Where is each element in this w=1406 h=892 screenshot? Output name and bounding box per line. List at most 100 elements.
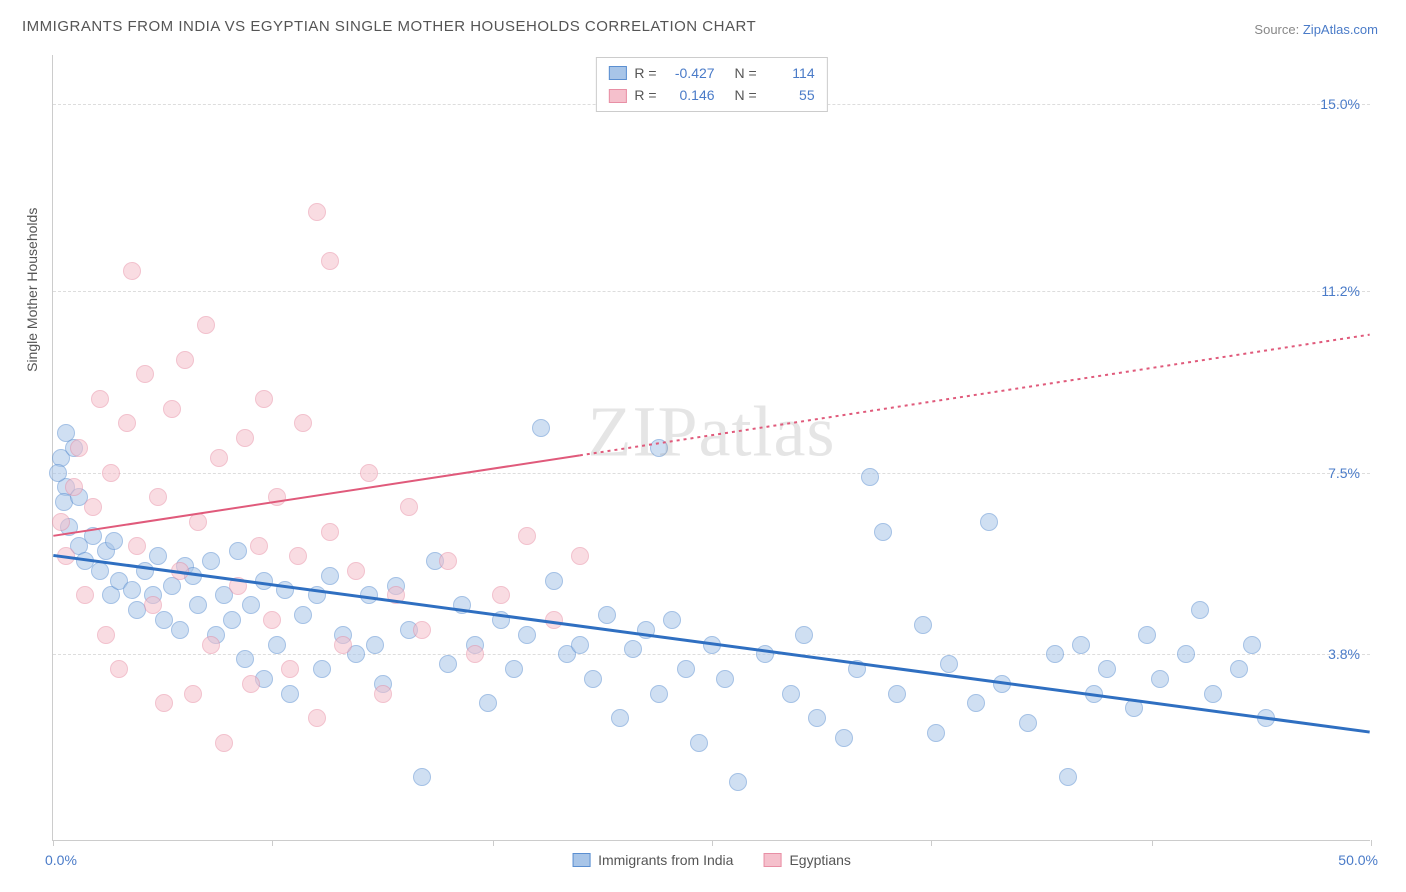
legend-item-egypt: Egyptians	[763, 852, 850, 868]
data-point	[518, 527, 536, 545]
data-point	[189, 596, 207, 614]
data-point	[268, 488, 286, 506]
data-point	[91, 390, 109, 408]
data-point	[400, 498, 418, 516]
data-point	[163, 400, 181, 418]
data-point	[91, 562, 109, 580]
r-label: R =	[634, 62, 656, 84]
data-point	[795, 626, 813, 644]
data-point	[1191, 601, 1209, 619]
data-point	[690, 734, 708, 752]
y-tick-label: 15.0%	[1320, 96, 1360, 112]
data-point	[1138, 626, 1156, 644]
data-point	[505, 660, 523, 678]
data-point	[313, 660, 331, 678]
data-point	[136, 365, 154, 383]
source-attribution: Source: ZipAtlas.com	[1254, 22, 1378, 37]
data-point	[703, 636, 721, 654]
data-point	[49, 464, 67, 482]
data-point	[281, 660, 299, 678]
data-point	[624, 640, 642, 658]
data-point	[387, 586, 405, 604]
data-point	[242, 675, 260, 693]
data-point	[289, 547, 307, 565]
y-tick-label: 7.5%	[1328, 465, 1360, 481]
data-point	[229, 542, 247, 560]
data-point	[202, 636, 220, 654]
data-point	[202, 552, 220, 570]
data-point	[993, 675, 1011, 693]
n-value-india: 114	[765, 62, 815, 84]
data-point	[545, 611, 563, 629]
data-point	[184, 685, 202, 703]
data-point	[1046, 645, 1064, 663]
x-tick	[712, 840, 713, 846]
gridline	[53, 291, 1370, 292]
legend-label-egypt: Egyptians	[789, 852, 850, 868]
source-link[interactable]: ZipAtlas.com	[1303, 22, 1378, 37]
data-point	[128, 537, 146, 555]
data-point	[756, 645, 774, 663]
swatch-india-icon	[572, 853, 590, 867]
data-point	[236, 429, 254, 447]
data-point	[308, 203, 326, 221]
data-point	[123, 262, 141, 280]
data-point	[57, 424, 75, 442]
data-point	[255, 390, 273, 408]
data-point	[716, 670, 734, 688]
r-label: R =	[634, 84, 656, 106]
data-point	[980, 513, 998, 531]
n-label: N =	[734, 62, 756, 84]
data-point	[598, 606, 616, 624]
data-point	[321, 523, 339, 541]
data-point	[360, 586, 378, 604]
data-point	[102, 464, 120, 482]
data-point	[874, 523, 892, 541]
data-point	[1019, 714, 1037, 732]
data-point	[171, 562, 189, 580]
data-point	[808, 709, 826, 727]
data-point	[677, 660, 695, 678]
data-point	[1098, 660, 1116, 678]
r-value-egypt: 0.146	[665, 84, 715, 106]
scatter-chart: ZIPatlas R = -0.427 N = 114 R = 0.146 N …	[52, 55, 1370, 841]
data-point	[861, 468, 879, 486]
data-point	[492, 611, 510, 629]
data-point	[835, 729, 853, 747]
data-point	[650, 439, 668, 457]
data-point	[268, 636, 286, 654]
data-point	[479, 694, 497, 712]
x-tick	[931, 840, 932, 846]
data-point	[321, 567, 339, 585]
watermark: ZIPatlas	[588, 390, 836, 473]
swatch-egypt	[608, 89, 626, 103]
data-point	[439, 655, 457, 673]
data-point	[518, 626, 536, 644]
data-point	[197, 316, 215, 334]
data-point	[360, 464, 378, 482]
data-point	[1204, 685, 1222, 703]
data-point	[1072, 636, 1090, 654]
data-point	[374, 685, 392, 703]
data-point	[545, 572, 563, 590]
data-point	[149, 488, 167, 506]
x-tick	[493, 840, 494, 846]
data-point	[294, 606, 312, 624]
data-point	[571, 636, 589, 654]
data-point	[136, 562, 154, 580]
data-point	[637, 621, 655, 639]
data-point	[105, 532, 123, 550]
data-point	[242, 596, 260, 614]
data-point	[229, 577, 247, 595]
data-point	[84, 498, 102, 516]
legend-series: Immigrants from India Egyptians	[572, 852, 851, 868]
data-point	[210, 449, 228, 467]
data-point	[308, 709, 326, 727]
data-point	[1059, 768, 1077, 786]
data-point	[215, 734, 233, 752]
data-point	[663, 611, 681, 629]
data-point	[927, 724, 945, 742]
data-point	[1151, 670, 1169, 688]
chart-title: IMMIGRANTS FROM INDIA VS EGYPTIAN SINGLE…	[22, 18, 756, 35]
data-point	[848, 660, 866, 678]
